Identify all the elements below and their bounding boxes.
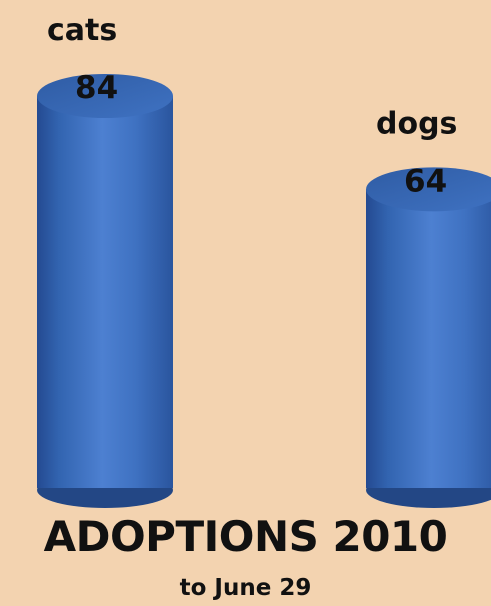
category-label-cats: cats [47,13,117,48]
bar-top-dogs [366,167,491,212]
chart-subtitle: to June 29 [179,575,312,601]
bar-dogs [366,167,491,508]
labels-layer: cats 84 dogs 64 [47,13,457,199]
bar-cats [37,74,173,508]
category-label-dogs: dogs [376,106,457,141]
value-label-dogs: 64 [404,163,447,199]
bar-body-cats [37,96,173,488]
chart-title: ADOPTIONS 2010 [43,512,448,561]
bar-body-dogs [366,189,491,489]
bar-top-cats [37,74,173,118]
bars-layer [37,74,491,508]
value-label-cats: 84 [75,70,118,106]
